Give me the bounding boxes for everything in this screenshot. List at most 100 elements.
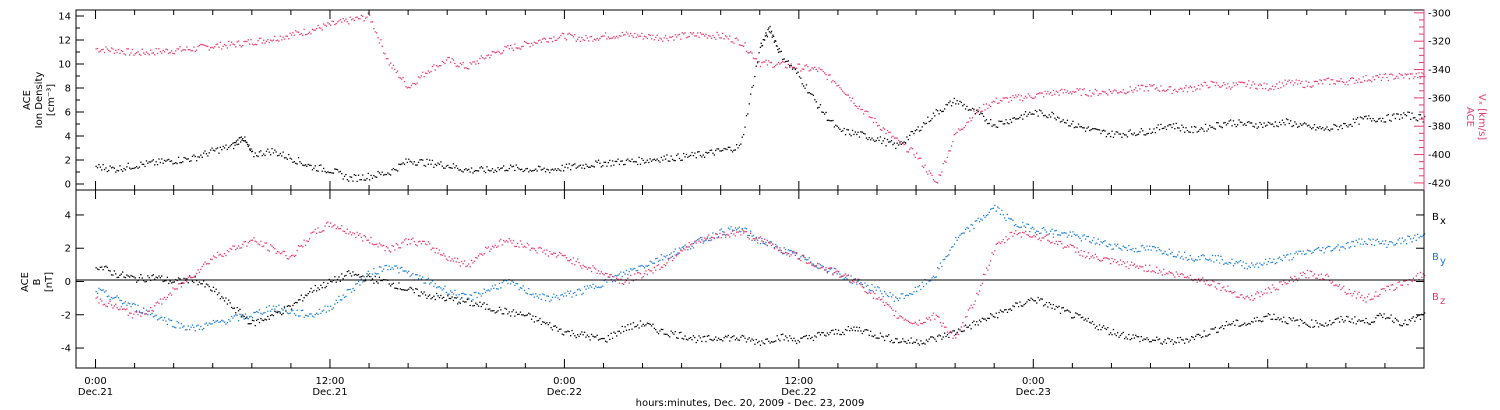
bz-series-point bbox=[1403, 280, 1405, 282]
density-series-point bbox=[719, 150, 721, 152]
bz-series-point bbox=[549, 250, 551, 253]
vx-series-point bbox=[1287, 80, 1289, 82]
bx-series-point bbox=[692, 335, 695, 337]
by-series-point bbox=[268, 305, 270, 307]
bz-series-point bbox=[796, 251, 798, 254]
density-series-point bbox=[338, 171, 340, 173]
vx-series-point bbox=[103, 51, 106, 54]
right-ytick-label: -300 bbox=[1428, 8, 1451, 19]
vx-series-point bbox=[889, 131, 891, 133]
by-series-point bbox=[944, 258, 946, 260]
bz-series-point bbox=[1271, 284, 1274, 286]
by-series-point bbox=[590, 286, 593, 288]
density-series-point bbox=[385, 173, 388, 176]
density-series-point bbox=[722, 149, 724, 152]
bz-series-point bbox=[957, 334, 960, 336]
density-series-point bbox=[483, 170, 485, 172]
by-series-point bbox=[1093, 237, 1095, 239]
vx-series-point bbox=[526, 42, 528, 45]
vx-series-point bbox=[154, 54, 156, 56]
vx-series-point bbox=[384, 53, 386, 55]
by-series-point bbox=[637, 269, 639, 272]
bz-series-point bbox=[1160, 271, 1162, 273]
density-series-point bbox=[260, 150, 262, 152]
vx-series-point bbox=[134, 53, 136, 55]
vx-series-point bbox=[736, 37, 738, 39]
by-series-point bbox=[469, 294, 471, 296]
density-series-point bbox=[1139, 131, 1141, 133]
bz-series-point bbox=[787, 252, 789, 255]
by-series-point bbox=[494, 284, 496, 286]
density-series-point bbox=[917, 126, 919, 128]
vx-series-point bbox=[787, 63, 789, 66]
by-series-point bbox=[536, 295, 538, 297]
vx-series-point bbox=[1203, 81, 1205, 83]
by-series-point bbox=[702, 242, 704, 244]
bz-series-point bbox=[755, 238, 757, 240]
bz-series-point bbox=[650, 270, 653, 272]
density-series-point bbox=[731, 151, 734, 153]
bz-series-point bbox=[431, 247, 434, 249]
density-series-point bbox=[655, 159, 657, 162]
bz-series-point bbox=[103, 303, 106, 305]
density-series-point bbox=[565, 163, 568, 165]
bz-series-point bbox=[120, 306, 122, 308]
vx-series-point bbox=[497, 50, 499, 52]
bx-series-point bbox=[232, 307, 234, 310]
vx-series-point bbox=[824, 72, 826, 74]
vx-series-point bbox=[342, 18, 344, 20]
density-series-point bbox=[240, 141, 242, 143]
by-series-point bbox=[1345, 242, 1348, 245]
bz-series-point bbox=[890, 307, 893, 309]
bx-series-point bbox=[694, 336, 696, 339]
bx-series-point bbox=[720, 339, 722, 341]
density-series-point bbox=[1077, 123, 1080, 125]
right-ytick-label: -320 bbox=[1428, 37, 1451, 48]
by-series-point bbox=[168, 318, 170, 320]
by-series-point bbox=[1065, 232, 1067, 234]
vx-series-point bbox=[313, 29, 315, 31]
density-series-point bbox=[1372, 117, 1374, 120]
density-series-point bbox=[334, 168, 336, 170]
bz-series-point bbox=[1105, 257, 1108, 259]
vx-series-point bbox=[1076, 88, 1078, 90]
density-series-point bbox=[937, 110, 939, 112]
density-series-point bbox=[1017, 118, 1020, 120]
bx-series-point bbox=[1306, 324, 1309, 326]
density-series-point bbox=[1389, 119, 1391, 121]
bx-series-point bbox=[628, 329, 630, 331]
by-series-point bbox=[821, 265, 823, 267]
bz-series-point bbox=[616, 277, 618, 279]
bx-series-point bbox=[577, 334, 579, 336]
right-ytick-label: -400 bbox=[1428, 150, 1451, 161]
bx-series-point bbox=[812, 339, 815, 342]
bz-series-point bbox=[704, 237, 706, 239]
bz-series-point bbox=[504, 241, 506, 243]
density-series-point bbox=[938, 113, 940, 115]
density-series-point bbox=[1338, 126, 1341, 128]
density-series-point bbox=[339, 170, 341, 173]
by-series-point bbox=[1228, 261, 1230, 264]
bz-series-point bbox=[1170, 272, 1172, 274]
by-series-point bbox=[323, 309, 325, 311]
density-series-point bbox=[515, 164, 517, 166]
vx-series-point bbox=[261, 42, 263, 44]
density-series-point bbox=[1280, 124, 1282, 126]
vx-series-point bbox=[858, 105, 861, 107]
bx-series-point bbox=[98, 268, 100, 271]
bx-series-point bbox=[219, 298, 221, 300]
vx-series-point bbox=[637, 34, 639, 36]
bx-series-point bbox=[381, 279, 383, 282]
vx-series-point bbox=[1273, 88, 1275, 91]
vx-series-point bbox=[676, 36, 678, 38]
bx-series-point bbox=[656, 331, 658, 333]
bz-series-point bbox=[930, 319, 932, 321]
by-series-point bbox=[169, 319, 171, 321]
by-series-point bbox=[648, 264, 650, 267]
by-series-point bbox=[1288, 259, 1290, 261]
density-series-point bbox=[697, 151, 699, 153]
bx-series-point bbox=[1167, 337, 1169, 339]
density-series-point bbox=[1151, 131, 1154, 133]
bx-series-point bbox=[723, 337, 725, 339]
by-series-point bbox=[846, 278, 848, 280]
